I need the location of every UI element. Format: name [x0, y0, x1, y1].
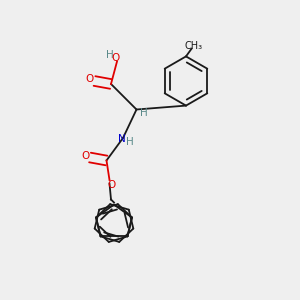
Text: H: H	[140, 107, 148, 118]
Text: O: O	[107, 180, 115, 190]
Text: CH₃: CH₃	[184, 41, 202, 51]
Text: H: H	[106, 50, 113, 60]
Text: O: O	[111, 52, 120, 63]
Text: O: O	[86, 74, 94, 85]
Text: N: N	[118, 134, 125, 145]
Text: O: O	[81, 151, 90, 161]
Text: H: H	[126, 136, 134, 147]
